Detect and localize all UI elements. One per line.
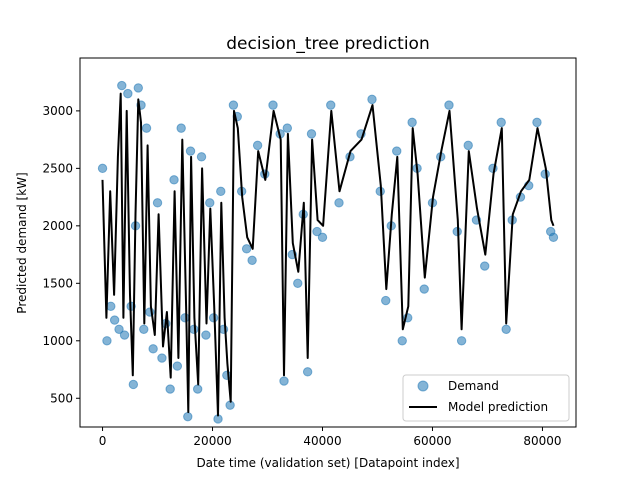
prediction-line [101,92,555,417]
plot-frame [79,57,577,428]
y-tick-label-0: 500 [50,391,73,405]
demand-point-21 [169,175,179,185]
demand-point-43 [252,140,263,151]
demand-point-47 [279,376,289,386]
demand-point-62 [381,295,391,306]
demand-point-5 [117,80,127,91]
demand-point-67 [407,117,417,128]
demand-point-57 [334,198,344,208]
demand-point-1 [102,336,112,346]
demand-point-24 [180,313,190,323]
demand-point-27 [189,324,199,334]
demand-point-74 [456,336,467,346]
y-tick-label-3: 2000 [42,219,73,233]
demand-point-2 [106,301,116,311]
demand-point-18 [157,353,167,363]
x-tick-label-4: 80000 [523,434,561,448]
demand-point-0 [97,163,108,174]
demand-point-42 [247,255,257,266]
demand-point-31 [205,198,215,208]
demand-point-79 [496,117,506,128]
demand-point-80 [501,324,511,334]
legend: Demand Model prediction [402,374,570,422]
demand-point-56 [326,100,336,110]
x-tick-label-1: 20000 [193,434,231,448]
demand-point-75 [463,140,473,151]
demand-point-87 [548,232,559,243]
demand-point-45 [268,100,278,110]
demand-point-26 [185,146,196,156]
demand-point-30 [201,330,211,340]
demand-point-34 [216,186,226,197]
y-tick-label-2: 1500 [42,276,73,290]
y-tick-label-5: 3000 [42,104,73,118]
demand-point-60 [367,94,377,105]
plot-area [97,80,559,424]
demand-point-36 [222,370,232,380]
demand-point-38 [228,100,239,110]
demand-point-16 [148,344,158,354]
legend-box [402,374,570,422]
demand-point-6 [119,330,130,340]
demand-point-54 [312,226,322,237]
demand-point-50 [293,278,303,289]
demand-point-69 [419,284,429,294]
demand-point-77 [480,261,490,271]
demand-point-14 [141,123,152,133]
demand-point-23 [176,123,186,133]
x-tick-label-3: 60000 [413,434,451,448]
demand-point-13 [139,324,149,334]
demand-point-41 [241,244,252,254]
demand-point-7 [123,88,133,99]
demand-point-84 [532,117,542,128]
demand-point-28 [192,384,203,394]
x-axis-label: Date time (validation set) [Datapoint in… [196,456,459,470]
y-tick-label-4: 2500 [42,161,73,175]
demand-point-65 [397,336,407,346]
prediction-line-layer [101,92,555,417]
demand-point-17 [152,198,163,208]
demand-point-72 [444,100,454,110]
demand-scatter-layer [97,80,559,424]
demand-point-29 [196,152,207,162]
demand-point-11 [133,83,143,93]
demand-point-20 [165,384,175,394]
y-axis-label: Predicted demand [kW] [15,172,29,313]
legend-label-demand: Demand [448,379,499,393]
chart-title: decision_tree prediction [226,34,429,54]
demand-point-4 [114,324,124,334]
demand-point-55 [317,232,328,243]
demand-point-22 [172,361,183,371]
demand-point-48 [282,123,293,133]
demand-point-25 [183,411,193,422]
demand-point-3 [109,315,120,325]
demand-point-53 [306,129,317,139]
x-tick-label-0: 0 [99,434,107,448]
legend-marker-demand [417,380,429,392]
demand-point-9 [128,379,139,390]
legend-label-prediction: Model prediction [448,400,548,414]
y-axis: 500 1000 1500 2000 2500 3000 [42,104,80,405]
x-axis: 0 20000 40000 60000 80000 [99,427,562,448]
demand-point-64 [392,146,402,156]
x-tick-label-2: 40000 [303,434,341,448]
demand-point-52 [302,367,313,377]
y-tick-label-1: 1000 [42,334,73,348]
